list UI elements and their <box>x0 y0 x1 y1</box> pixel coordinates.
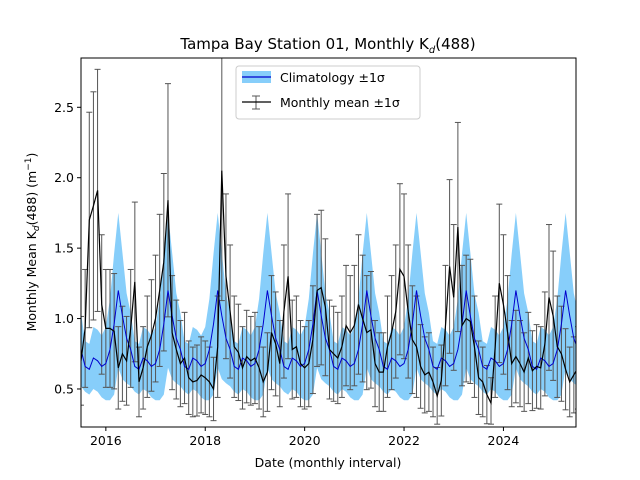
monthly-mean-line <box>81 170 576 406</box>
y-axis-label-superscript: −1 <box>24 157 34 170</box>
chart-title-main: Tampa Bay Station 01, Monthly K <box>179 35 430 53</box>
legend: Climatology ±1σ Monthly mean ±1σ <box>235 65 421 120</box>
chart-title-tail: (488) <box>435 35 475 53</box>
y-axis-label-subscript: d <box>32 225 42 231</box>
y-axis-label-tail: ) <box>24 153 39 158</box>
y-tick-label: 2.5 <box>54 100 74 115</box>
y-tick-label: 1.5 <box>54 241 74 256</box>
x-tick-label: 2024 <box>488 433 520 448</box>
x-tick-label: 2016 <box>90 433 122 448</box>
y-tick-label: 0.5 <box>54 381 74 396</box>
x-tick-label: 2020 <box>289 433 321 448</box>
legend-box <box>235 65 421 120</box>
y-axis-label-main: Monthly Mean K <box>24 230 39 331</box>
legend-monthly-label: Monthly mean ±1σ <box>280 95 400 110</box>
chart-title: Tampa Bay Station 01, Monthly Kd(488) <box>179 35 475 56</box>
chart-title-subscript: d <box>429 45 436 56</box>
y-axis-label: Monthly Mean Kd(488) (m−1) <box>24 153 42 332</box>
climatology-line <box>81 290 576 371</box>
y-tick-label: 2.0 <box>54 170 74 185</box>
errorbar <box>81 315 84 406</box>
plot-area: 2016 2018 2020 2022 2024 0.5 1.0 1.5 2.0 2.5 <box>54 57 577 448</box>
x-tick-label: 2022 <box>388 433 420 448</box>
axes-frame <box>80 57 577 428</box>
y-axis-ticks: 0.5 1.0 1.5 2.0 2.5 <box>54 100 81 396</box>
x-axis-label: Date (monthly interval) <box>255 455 402 470</box>
x-tick-label: 2018 <box>189 433 221 448</box>
y-tick-label: 1.0 <box>54 311 74 326</box>
y-axis-label-mid: (488) (m <box>24 171 39 226</box>
x-axis-ticks: 2016 2018 2020 2022 2024 <box>90 427 519 448</box>
legend-climatology-label: Climatology ±1σ <box>280 70 385 85</box>
